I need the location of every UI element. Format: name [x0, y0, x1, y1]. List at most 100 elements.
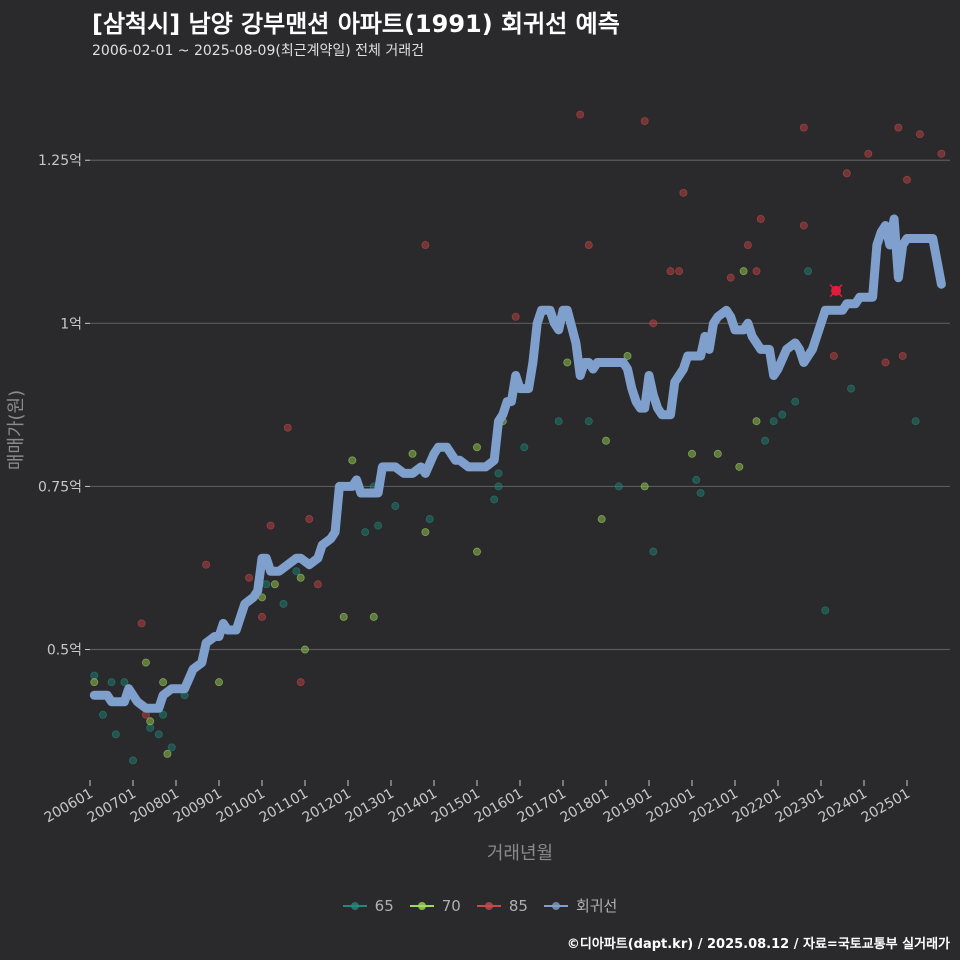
x-tick-label: 201001 — [214, 786, 268, 827]
data-point-70 — [602, 436, 611, 445]
y-axis-ticks: 0.5억 0.75억 1억 1.25억 — [38, 153, 90, 659]
x-tick-label: 202401 — [816, 786, 870, 827]
data-point-85 — [584, 241, 593, 250]
data-point-70 — [472, 547, 481, 556]
legend-item: 70 — [409, 895, 461, 916]
data-point-85 — [137, 619, 146, 628]
y-tick-label: 1.25억 — [38, 153, 82, 169]
data-point-85 — [266, 521, 275, 530]
data-point-70 — [735, 462, 744, 471]
regression-line — [89, 214, 946, 713]
legend-label: 85 — [508, 896, 528, 915]
x-tick-label: 200801 — [128, 786, 182, 827]
chart-title: [삼척시] 남양 강부맨션 아파트(1991) 회귀선 예측 — [92, 10, 620, 38]
data-point-65 — [279, 599, 288, 608]
data-point-85 — [511, 312, 520, 321]
data-point-70 — [713, 449, 722, 458]
data-point-65 — [494, 469, 503, 478]
data-point-85 — [313, 580, 322, 589]
data-point-85 — [743, 241, 752, 250]
legend-item: 85 — [476, 895, 528, 916]
data-point-70 — [421, 528, 430, 537]
legend-item: 65 — [342, 895, 394, 916]
data-point-65 — [494, 482, 503, 491]
data-point-70 — [159, 678, 168, 687]
data-point-65 — [649, 547, 658, 556]
data-point-85 — [421, 241, 430, 250]
data-point-85 — [245, 573, 254, 582]
data-point-65 — [98, 710, 107, 719]
data-point-70 — [472, 443, 481, 452]
y-tick-label: 1억 — [60, 316, 82, 332]
grid-lines — [90, 159, 950, 651]
data-point-65 — [554, 417, 563, 426]
data-point-65 — [292, 567, 301, 576]
x-tick-label: 201201 — [300, 786, 354, 827]
data-point-70 — [408, 449, 417, 458]
data-point-85 — [864, 149, 873, 158]
y-tick-label: 0.75억 — [38, 479, 82, 495]
data-point-65 — [167, 743, 176, 752]
data-point-85 — [799, 221, 808, 230]
data-point-65 — [425, 515, 434, 524]
data-point-85 — [666, 267, 675, 276]
x-tick-label: 201401 — [386, 786, 440, 827]
data-point-65 — [696, 488, 705, 497]
data-point-65 — [490, 495, 499, 504]
x-tick-label: 202501 — [859, 786, 913, 827]
legend-label: 65 — [374, 896, 394, 915]
data-point-85 — [937, 149, 946, 158]
data-point-85 — [756, 214, 765, 223]
data-point-70 — [597, 515, 606, 524]
x-tick-label: 202101 — [687, 786, 741, 827]
x-tick-label: 201501 — [429, 786, 483, 827]
data-point-65 — [769, 417, 778, 426]
regression-layer — [89, 214, 946, 713]
data-point-70 — [141, 658, 150, 667]
highlight-layer — [829, 284, 843, 298]
x-tick-label: 200701 — [85, 786, 139, 827]
data-point-70 — [90, 678, 99, 687]
data-point-65 — [847, 384, 856, 393]
data-point-70 — [296, 573, 305, 582]
data-point-85 — [283, 423, 292, 432]
data-point-65 — [120, 678, 129, 687]
x-tick-label: 201101 — [257, 786, 311, 827]
y-axis-title: 매매가(원) — [6, 390, 27, 470]
data-point-70 — [752, 417, 761, 426]
data-point-65 — [778, 410, 787, 419]
x-axis-ticks: 2006012007012008012009012010012011012012… — [42, 780, 913, 826]
legend-key-icon — [342, 899, 367, 913]
data-point-85 — [799, 123, 808, 132]
data-point-65 — [614, 482, 623, 491]
legend-key-icon — [543, 899, 568, 913]
data-point-85 — [881, 358, 890, 367]
data-point-70 — [146, 717, 155, 726]
x-tick-label: 202001 — [644, 786, 698, 827]
data-point-85 — [296, 678, 305, 687]
data-point-65 — [804, 267, 813, 276]
data-point-85 — [257, 612, 266, 621]
data-point-65 — [107, 678, 116, 687]
data-point-65 — [159, 710, 168, 719]
legend-key-icon — [409, 899, 434, 913]
data-point-65 — [391, 501, 400, 510]
data-point-85 — [898, 351, 907, 360]
data-point-85 — [305, 515, 314, 524]
data-point-65 — [791, 397, 800, 406]
data-point-65 — [146, 723, 155, 732]
x-tick-label: 201301 — [343, 786, 397, 827]
data-point-85 — [679, 188, 688, 197]
data-point-65 — [111, 730, 120, 739]
data-point-70 — [348, 456, 357, 465]
legend: 65 70 85 회귀선 — [0, 895, 960, 916]
data-point-70 — [214, 678, 223, 687]
data-point-85 — [576, 110, 585, 119]
data-point-70 — [163, 749, 172, 758]
data-point-85 — [640, 117, 649, 126]
data-point-70 — [640, 482, 649, 491]
data-point-65 — [374, 521, 383, 530]
x-tick-label: 201601 — [472, 786, 526, 827]
data-point-65 — [361, 528, 370, 537]
